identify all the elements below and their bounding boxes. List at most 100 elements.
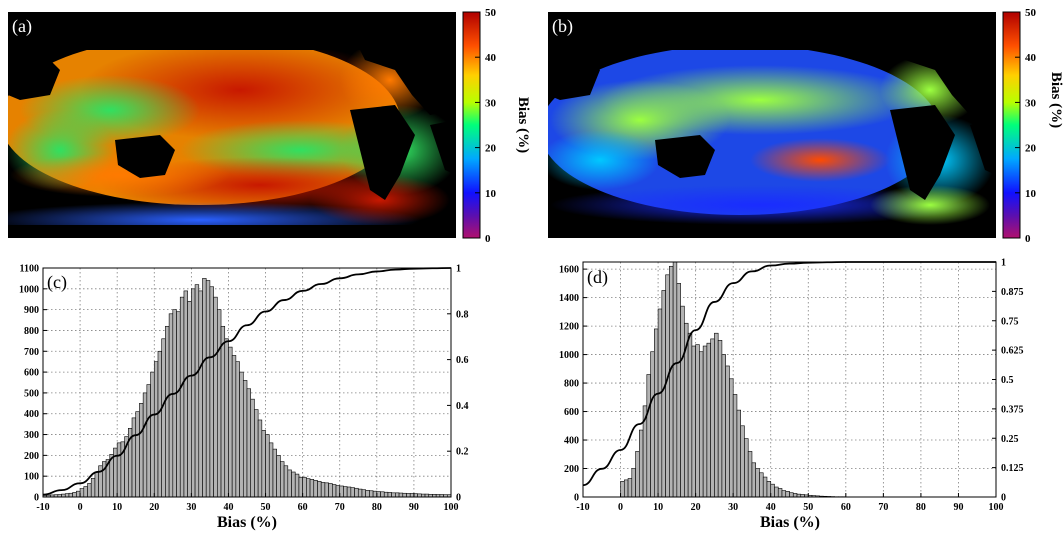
colorbar-ticks-a: 0 10 20 30 40 50 [475, 7, 497, 245]
histogram-bar [762, 476, 768, 498]
ocean-bias-field-a [8, 35, 456, 238]
y2-tick-label: 0.875 [1001, 287, 1024, 298]
histogram-bar [785, 491, 790, 498]
histogram-bar [725, 365, 730, 498]
map-panel-a: (a) [8, 12, 456, 238]
x-axis-label-c: Bias (%) [217, 514, 277, 531]
x-tick-label: 70 [335, 502, 345, 513]
histogram-bar [83, 486, 88, 498]
y-tick-label: 200 [24, 451, 39, 462]
histogram-bar [729, 378, 734, 498]
histogram-bar [631, 468, 636, 498]
histogram-bar [691, 345, 696, 498]
histogram-bar [191, 288, 196, 498]
colorbar-tick-label: 20 [485, 143, 497, 155]
y2-tick-label: 0.6 [456, 355, 469, 366]
histogram-bar [387, 492, 392, 498]
histogram-bar [376, 491, 381, 498]
histogram-bar [406, 493, 411, 498]
histogram-bar [346, 486, 352, 498]
histogram-bar [657, 308, 663, 498]
histogram-bar [146, 384, 151, 498]
y-tick-label: 300 [24, 430, 39, 441]
histogram-bar [770, 483, 775, 498]
y2-tick-label: 1 [456, 264, 461, 275]
x-tick-label: 80 [916, 502, 926, 513]
histogram-bar [268, 442, 274, 498]
y-tick-label: 100 [24, 472, 39, 483]
histogram-bar [87, 483, 92, 498]
histogram-bar [335, 485, 341, 498]
y-tick-label: 700 [24, 347, 39, 358]
x-tick-label: 90 [953, 502, 963, 513]
ocean-bias-field-b [548, 45, 995, 225]
colorbar-tick-label: 10 [1025, 188, 1037, 200]
cdf-line-c [42, 267, 452, 496]
histogram-bar [398, 492, 404, 498]
histogram-bar [317, 481, 322, 498]
histogram-bar [350, 487, 355, 498]
histogram-bar [116, 442, 122, 498]
histogram-bar [220, 325, 226, 498]
histogram-bar [732, 394, 738, 498]
histogram-bar [620, 481, 625, 498]
histogram-bar [257, 419, 263, 498]
histogram-bar [153, 361, 159, 498]
histogram-bar [665, 274, 670, 498]
x-axis-label-d: Bias (%) [760, 514, 820, 531]
histogram-bar [306, 478, 311, 498]
histogram-bar [265, 434, 270, 498]
x-tick-label: 100 [989, 502, 1004, 513]
histogram-bar [246, 388, 252, 498]
x-tick-label: 60 [298, 502, 308, 513]
histogram-bar [380, 491, 385, 498]
histogram-bar [402, 492, 407, 498]
y2-tick-label: 1 [1001, 258, 1006, 269]
histogram-bar [409, 493, 415, 498]
histogram-bar [687, 332, 693, 498]
y-tick-label: 800 [564, 379, 579, 390]
x-tick-label: 10 [112, 502, 122, 513]
histogram-bar [228, 346, 233, 498]
colorbar-b: 0 10 20 30 40 50 Bias (%) [1002, 7, 1064, 245]
colorbar-tick-label: 40 [485, 52, 497, 64]
x-tick-label: 80 [372, 502, 382, 513]
histogram-bar [744, 438, 749, 498]
histogram-bar [680, 305, 685, 498]
histogram-bar [139, 403, 144, 498]
histogram-bar [706, 342, 711, 498]
y2-tick-label: 0.2 [456, 447, 469, 458]
histogram-bar [781, 490, 787, 498]
x-tick-label: 20 [149, 502, 159, 513]
x-tick-label: -10 [36, 502, 49, 513]
histogram-bar [717, 340, 723, 498]
y-tick-label: 0 [34, 493, 39, 504]
y-tick-label: 1000 [19, 284, 39, 295]
histogram-panel-d: -10 0 10 20 30 40 50 60 70 80 90 100020040060080010… [559, 258, 1024, 532]
histogram-bar [283, 465, 289, 498]
histogram-bar [623, 479, 629, 498]
histogram-bar [339, 485, 344, 498]
histogram-bar [320, 482, 326, 498]
histogram-bar [272, 448, 277, 498]
histogram-bar [213, 296, 218, 498]
colorbar-tick-label: 10 [485, 188, 497, 200]
histogram-bar [76, 490, 81, 498]
histogram-bar [287, 469, 292, 498]
y-tick-label: 500 [24, 388, 39, 399]
colorbar-tick-label: 50 [1025, 7, 1037, 19]
histogram-bar [309, 479, 315, 498]
bars-c [42, 278, 452, 498]
y2-tick-label: 0.375 [1001, 404, 1024, 415]
histogram-bar [239, 371, 244, 498]
histogram-bar [205, 280, 211, 498]
histogram-bar [79, 488, 85, 498]
colorbar-label-b: Bias (%) [1048, 72, 1064, 128]
histogram-bar [354, 487, 359, 498]
histogram-bar [710, 338, 715, 498]
panel-label-c: (c) [47, 272, 67, 293]
histogram-bar [250, 398, 255, 498]
histogram-bar [168, 313, 174, 498]
histogram-bar [792, 493, 798, 498]
